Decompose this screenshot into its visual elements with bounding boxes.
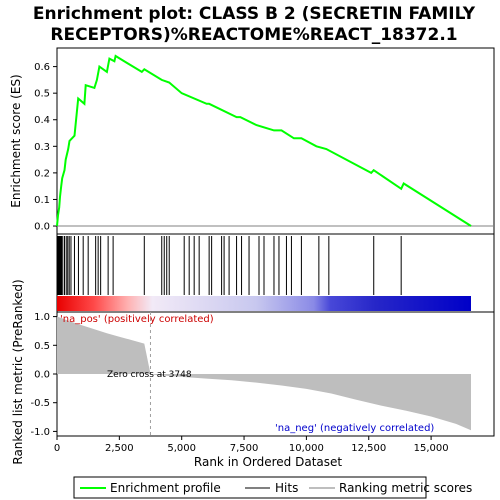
metric-x-tick-label: 5,000	[167, 443, 196, 454]
rank-color-bar	[57, 296, 471, 311]
hit-markers	[56, 236, 402, 295]
es-series-line	[56, 54, 472, 227]
chart-title-line1: Enrichment plot: CLASS B 2 (SECRETIN FAM…	[33, 4, 476, 24]
metric-x-tick-label: 10,000	[289, 443, 324, 454]
metric-y-tick-label: 1.0	[34, 312, 50, 323]
metric-x-axis-label: Rank in Ordered Dataset	[194, 455, 342, 469]
legend-metric-label: Ranking metric scores	[339, 481, 472, 495]
chart-title-line2: RECEPTORS)%REACTOME%REACT_18372.1	[50, 25, 457, 45]
metric-y-tick-label: -0.5	[30, 398, 50, 409]
metric-y-tick-label: 0.0	[34, 370, 50, 381]
es-plot-frame	[56, 47, 495, 235]
metric-y-axis: 1.0 0.5 0.0 -0.5 -1.0	[30, 312, 57, 438]
metric-x-tick-label: 0	[54, 443, 60, 454]
metric-area	[57, 316, 471, 431]
metric-x-tick-label: 12,500	[351, 443, 386, 454]
metric-x-axis: 0 2,500 5,000 7,500 10,000 12,500 15,000	[54, 436, 449, 454]
legend-enrichment-label: Enrichment profile	[110, 481, 221, 495]
es-y-axis-label: Enrichment score (ES)	[9, 74, 23, 207]
positive-annotation: 'na_pos' (positively correlated)	[60, 314, 214, 325]
es-y-tick-label: 0.3	[34, 142, 50, 153]
metric-y-tick-label: -1.0	[30, 427, 50, 438]
metric-panel: 1.0 0.5 0.0 -0.5 -1.0 0 2,500 5,000 7,500 10,000…	[11, 279, 495, 469]
metric-x-tick-label: 15,000	[414, 443, 449, 454]
es-panel: 0.0 0.1 0.2 0.3 0.4 0.5 0.6 Enrichment score (…	[9, 47, 495, 235]
es-y-axis: 0.0 0.1 0.2 0.3 0.4 0.5 0.6	[34, 62, 57, 233]
zero-cross-annotation: Zero cross at 3748	[107, 370, 192, 380]
metric-x-tick-label: 2,500	[105, 443, 134, 454]
es-y-tick-label: 0.0	[34, 222, 50, 233]
negative-annotation: 'na_neg' (negatively correlated)	[275, 423, 434, 434]
es-y-tick-label: 0.1	[34, 195, 50, 206]
es-y-tick-label: 0.4	[34, 115, 50, 126]
es-y-tick-label: 0.2	[34, 168, 50, 179]
metric-x-tick-label: 7,500	[230, 443, 259, 454]
hits-panel	[56, 233, 495, 313]
metric-y-axis-label: Ranked list metric (PreRanked)	[11, 279, 25, 464]
legend: Enrichment profile Hits Ranking metric s…	[73, 476, 472, 499]
metric-y-tick-label: 0.5	[34, 341, 50, 352]
es-y-tick-label: 0.6	[34, 62, 50, 73]
legend-hits-label: Hits	[275, 481, 298, 495]
es-y-tick-label: 0.5	[34, 89, 50, 100]
